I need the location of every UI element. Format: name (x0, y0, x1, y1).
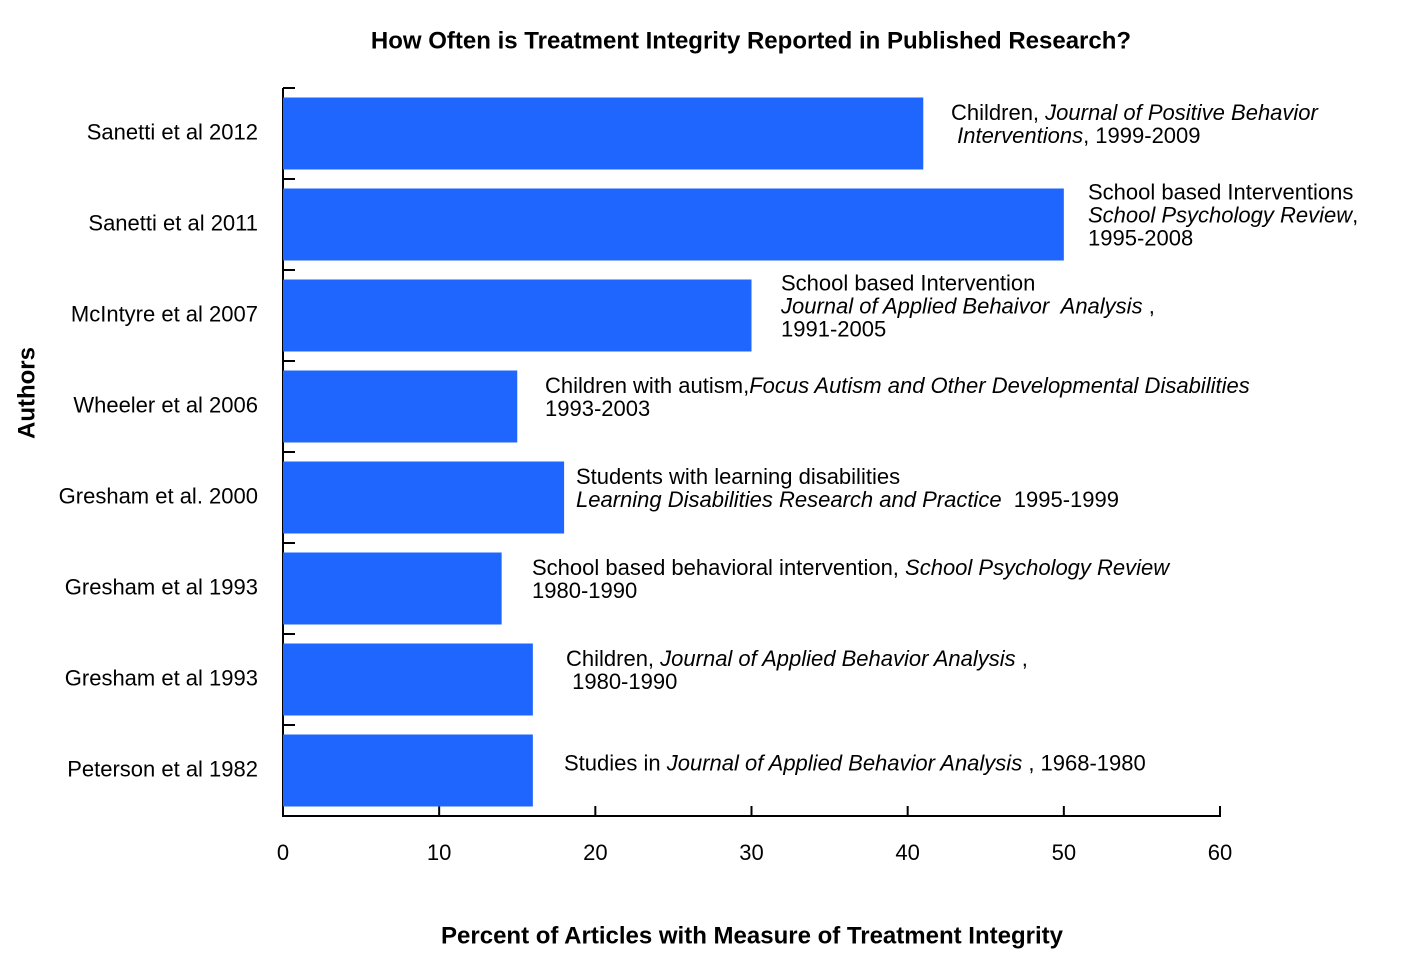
bar (283, 370, 518, 443)
annotation-text: , 1968-1980 (1022, 750, 1146, 775)
annotation-text: , (1352, 202, 1358, 227)
annotation: 1980-1990 (566, 669, 677, 694)
annotation-text: School based behavioral intervention, (532, 555, 905, 580)
y-axis-label: Authors (13, 347, 40, 439)
x-tick-label: 40 (895, 840, 919, 865)
annotation: 1995-2008 (1088, 225, 1193, 250)
x-tick-label: 30 (739, 840, 763, 865)
annotation: Studies in Journal of Applied Behavior A… (564, 750, 1146, 775)
annotation-text: 1980-1990 (566, 669, 677, 694)
annotation: 1991-2005 (781, 316, 886, 341)
annotation-text: 1980-1990 (532, 578, 637, 603)
annotation-text: School Psychology Review (1088, 202, 1354, 227)
annotation-text: , 1999-2009 (1083, 123, 1200, 148)
annotation: Children with autism,Focus Autism and Ot… (545, 373, 1250, 398)
annotation: School Psychology Review, (1088, 202, 1358, 227)
y-tick-label: Sanetti et al 2012 (87, 119, 258, 144)
annotation-text: 1991-2005 (781, 316, 886, 341)
annotation-text: Students with learning disabilities (576, 464, 900, 489)
x-tick-label: 60 (1208, 840, 1232, 865)
annotation: 1980-1990 (532, 578, 637, 603)
annotation: Journal of Applied Behaivor Analysis , (780, 293, 1155, 318)
y-tick-label: McIntyre et al 2007 (71, 301, 258, 326)
annotation-text: Learning Disabilities Research and Pract… (576, 487, 1002, 512)
annotation-text: Journal of Applied Behavior Analysis (659, 646, 1015, 671)
x-tick-label: 10 (427, 840, 451, 865)
x-tick-label: 0 (277, 840, 289, 865)
bar (283, 279, 752, 352)
y-tick-label: Wheeler et al 2006 (73, 392, 258, 417)
annotation-text: School based Interventions (1088, 179, 1353, 204)
y-tick-label: Peterson et al 1982 (67, 756, 258, 781)
annotation: Students with learning disabilities (576, 464, 900, 489)
annotation: School based Interventions (1088, 179, 1353, 204)
annotation-text: Children, (566, 646, 660, 671)
annotation-text: Studies in (564, 750, 667, 775)
bar (283, 552, 502, 625)
y-tick-label: Gresham et al 1993 (65, 665, 258, 690)
annotation-text: Focus Autism and Other Developmental Dis… (749, 373, 1250, 398)
annotation: Interventions, 1999-2009 (951, 123, 1201, 148)
annotation: Learning Disabilities Research and Pract… (576, 487, 1119, 512)
annotation: School based behavioral intervention, Sc… (532, 555, 1171, 580)
annotation-text: 1995-1999 (1002, 487, 1119, 512)
bar (283, 461, 565, 534)
x-axis-label: Percent of Articles with Measure of Trea… (441, 922, 1064, 949)
annotation: Children, Journal of Positive Behavior (951, 100, 1320, 125)
y-tick-label: Gresham et al. 2000 (59, 483, 258, 508)
chart-title: How Often is Treatment Integrity Reporte… (371, 27, 1131, 54)
bar (283, 188, 1064, 261)
annotation-text: Journal of Positive Behavior (1044, 100, 1319, 125)
annotation-text: Children with autism, (545, 373, 749, 398)
annotation: 1993-2003 (545, 396, 650, 421)
annotation-text: , (1016, 646, 1028, 671)
annotation-text: Journal of Applied Behavior Analysis (666, 750, 1022, 775)
bar (283, 97, 924, 170)
annotation-text: Children, (951, 100, 1045, 125)
annotation-text: Interventions (951, 123, 1083, 148)
annotation-text: , (1143, 293, 1155, 318)
y-tick-label: Sanetti et al 2011 (88, 210, 258, 235)
annotation-text: Journal of Applied Behaivor Analysis (780, 293, 1143, 318)
x-tick-label: 20 (583, 840, 607, 865)
annotation-text: School Psychology Review (905, 555, 1171, 580)
bar (283, 643, 533, 716)
annotation-text: 1993-2003 (545, 396, 650, 421)
x-tick-label: 50 (1052, 840, 1076, 865)
annotation: Children, Journal of Applied Behavior An… (566, 646, 1028, 671)
annotation: School based Intervention (781, 270, 1035, 295)
bar (283, 734, 533, 807)
y-tick-label: Gresham et al 1993 (65, 574, 258, 599)
annotation-text: 1995-2008 (1088, 225, 1193, 250)
annotation-text: School based Intervention (781, 270, 1035, 295)
